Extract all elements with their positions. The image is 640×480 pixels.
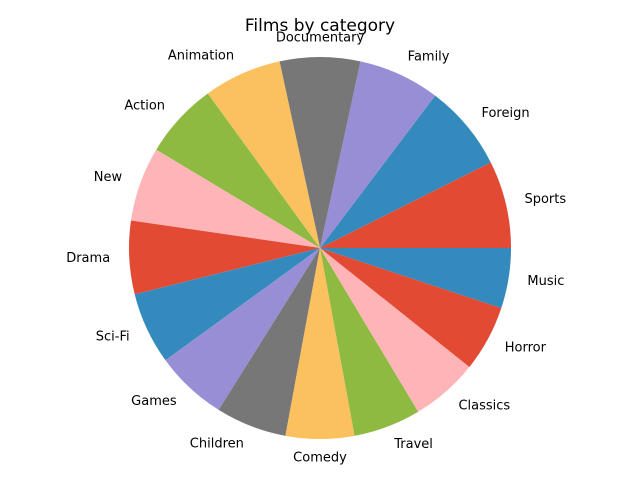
- pie-slice-sports: [320, 162, 511, 248]
- pie-label-classics: Classics: [458, 399, 510, 414]
- pie-label-new: New: [94, 170, 123, 185]
- pie-slice-music: [320, 248, 511, 309]
- pie-label-drama: Drama: [66, 251, 110, 266]
- chart-title: Films by category: [245, 16, 395, 36]
- pie-slice-family: [320, 61, 436, 249]
- pie-label-sports: Sports: [524, 192, 566, 207]
- pie-slice-documentary: [279, 56, 361, 249]
- pie-slice-horror: [320, 248, 502, 367]
- pie-slice-foreign: [320, 95, 491, 249]
- pie-slice-travel: [320, 248, 419, 436]
- pie-label-action: Action: [124, 99, 165, 114]
- pie-label-horror: Horror: [505, 341, 547, 356]
- pie-label-games: Games: [131, 394, 177, 409]
- pie-slice-animation: [207, 61, 320, 249]
- pie-slice-comedy: [285, 248, 355, 440]
- pie-label-animation: Animation: [168, 49, 234, 64]
- pie-slices: [129, 56, 511, 440]
- pie-label-comedy: Comedy: [293, 451, 347, 466]
- pie-label-family: Family: [408, 50, 450, 65]
- pie-label-documentary: Documentary: [276, 30, 365, 45]
- pie-slice-classics: [320, 248, 470, 412]
- pie-slice-children: [218, 248, 320, 436]
- pie-label-foreign: Foreign: [481, 106, 529, 121]
- pie-slice-action: [156, 93, 320, 248]
- pie-slice-new: [130, 149, 320, 248]
- pie-label-travel: Travel: [393, 437, 433, 452]
- pie-slice-drama: [129, 220, 320, 295]
- pie-labels: Sports Foreign Family Documentary Animation A…: [66, 30, 566, 465]
- pie-label-sci-fi: Sci-Fi: [96, 329, 130, 344]
- pie-slice-sci-fi: [134, 248, 320, 361]
- pie-label-children: Children: [190, 436, 244, 451]
- pie-slice-games: [165, 248, 320, 410]
- pie-label-music: Music: [527, 274, 564, 289]
